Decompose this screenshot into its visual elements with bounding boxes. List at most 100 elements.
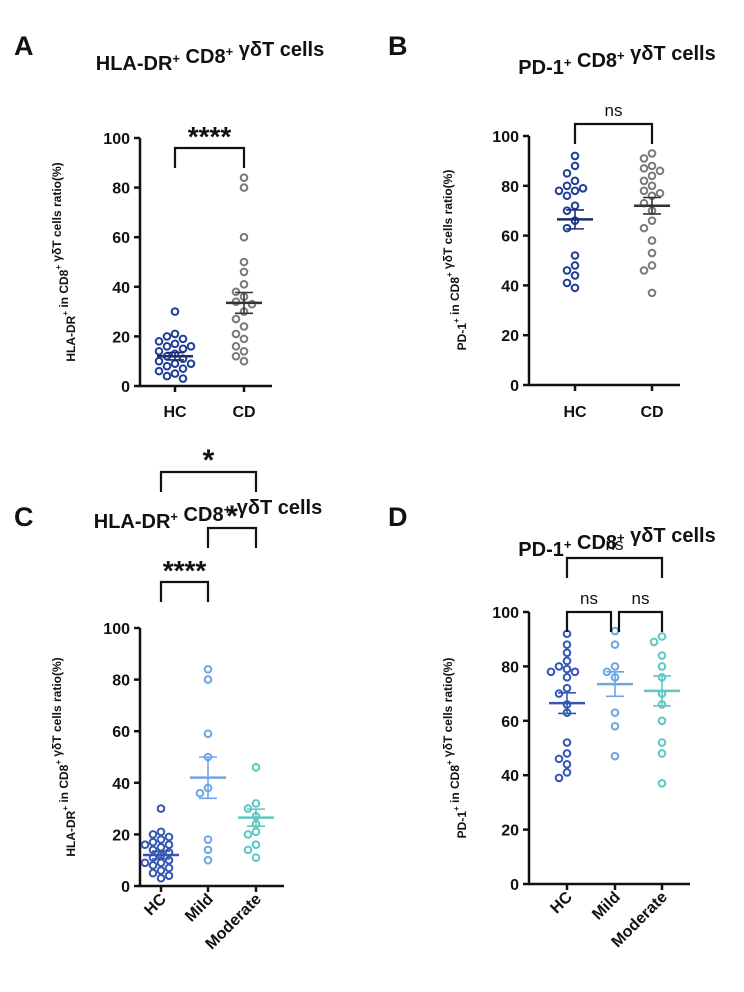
data-point <box>578 183 588 193</box>
data-point <box>239 356 249 366</box>
chart-title-sup1: + <box>564 537 572 552</box>
y-tick-label: 20 <box>112 329 130 346</box>
y-tick-label: 60 <box>501 229 519 246</box>
significance-label: **** <box>163 555 207 586</box>
y-axis-label-sup2: + <box>54 760 63 765</box>
chart-title-sup1: + <box>170 509 178 524</box>
y-axis-label-sup1: + <box>452 806 461 811</box>
significance-bracket: * <box>206 500 258 548</box>
data-point <box>610 640 620 649</box>
chart-title-sup2: + <box>224 502 232 517</box>
data-point <box>655 188 665 198</box>
data-point <box>610 721 620 731</box>
chart-title-pre: HLA-DR <box>96 53 173 75</box>
y-axis-label-post: γδT cells ratio(%) <box>441 658 455 761</box>
y-tick-label: 40 <box>112 280 130 297</box>
data-point <box>570 151 580 161</box>
data-point <box>178 334 188 344</box>
data-point <box>203 855 213 865</box>
data-point <box>154 337 164 346</box>
data-point <box>562 656 572 666</box>
data-point <box>140 840 150 850</box>
y-tick-label: 80 <box>501 179 519 196</box>
y-axis-label-pre: HLA-DR <box>64 315 78 361</box>
data-point <box>562 738 572 747</box>
data-point <box>164 871 174 880</box>
data-point <box>657 651 667 660</box>
data-point <box>203 729 213 739</box>
significance-label: ns <box>605 101 623 120</box>
data-point <box>657 779 667 788</box>
bracket-line <box>565 610 613 632</box>
data-point <box>231 351 241 361</box>
significance-label: * <box>226 500 238 533</box>
data-point <box>231 314 241 324</box>
chart-title-pre: HLA-DR <box>94 511 171 533</box>
data-point <box>239 232 249 242</box>
significance-bracket: ns <box>617 589 664 632</box>
chart-title-post: γδT cells <box>231 497 322 519</box>
data-point <box>251 840 261 850</box>
data-point <box>148 868 158 878</box>
data-point <box>647 216 657 225</box>
data-point <box>570 186 580 196</box>
data-point <box>239 257 249 267</box>
data-point <box>562 266 572 275</box>
x-category-label: HC <box>141 890 170 919</box>
y-axis-label-mid: in CD8 <box>448 765 462 807</box>
data-point <box>154 346 164 356</box>
data-point <box>156 827 166 837</box>
data-point <box>239 267 249 277</box>
data-point <box>570 176 580 186</box>
chart-title-post: γδT cells <box>625 43 716 65</box>
x-category-label: CD <box>232 404 255 421</box>
significance-label: ns <box>632 589 650 608</box>
data-point <box>647 288 657 298</box>
chart-title-sup2: + <box>226 44 234 59</box>
y-tick-label: 40 <box>501 278 519 295</box>
y-axis-label-post: γδT cells ratio(%) <box>50 162 64 265</box>
y-axis-label-pre: PD-1 <box>455 323 469 351</box>
data-point <box>156 858 166 868</box>
data-point <box>239 173 249 182</box>
panel-letter: A <box>14 31 34 61</box>
data-point <box>170 307 180 316</box>
data-point <box>203 675 213 684</box>
data-point <box>554 186 564 196</box>
x-category-label: CD <box>640 404 663 421</box>
data-point <box>239 334 249 344</box>
x-category-label: HC <box>563 404 587 421</box>
significance-label: ns <box>580 589 598 608</box>
data-point <box>570 283 580 293</box>
y-axis-label-post: γδT cells ratio(%) <box>441 170 455 273</box>
data-point <box>647 261 657 270</box>
y-tick-label: 0 <box>121 379 130 396</box>
data-point <box>570 667 580 677</box>
series-hc <box>140 804 179 883</box>
data-point <box>162 361 172 371</box>
series-moderate <box>238 763 274 862</box>
y-tick-label: 40 <box>501 768 519 785</box>
significance-label: **** <box>188 121 232 152</box>
chart-title-pre: PD-1 <box>518 57 564 79</box>
data-point <box>170 329 180 339</box>
data-point <box>562 664 572 674</box>
y-axis-label: HLA-DR+ in CD8+ γδT cells ratio(%) <box>50 162 78 361</box>
data-point <box>657 632 667 641</box>
y-axis-label: HLA-DR+ in CD8+ γδT cells ratio(%) <box>50 657 78 856</box>
data-point <box>562 648 572 658</box>
data-point <box>639 154 649 163</box>
y-tick-label: 20 <box>501 328 519 345</box>
y-tick-label: 80 <box>501 659 519 676</box>
data-point <box>649 637 659 647</box>
x-category-label: HC <box>547 888 576 917</box>
data-point <box>610 626 620 636</box>
data-point <box>231 329 241 339</box>
data-point <box>148 837 158 847</box>
chart-title-sup2: + <box>617 48 625 63</box>
bracket-line <box>573 122 654 144</box>
